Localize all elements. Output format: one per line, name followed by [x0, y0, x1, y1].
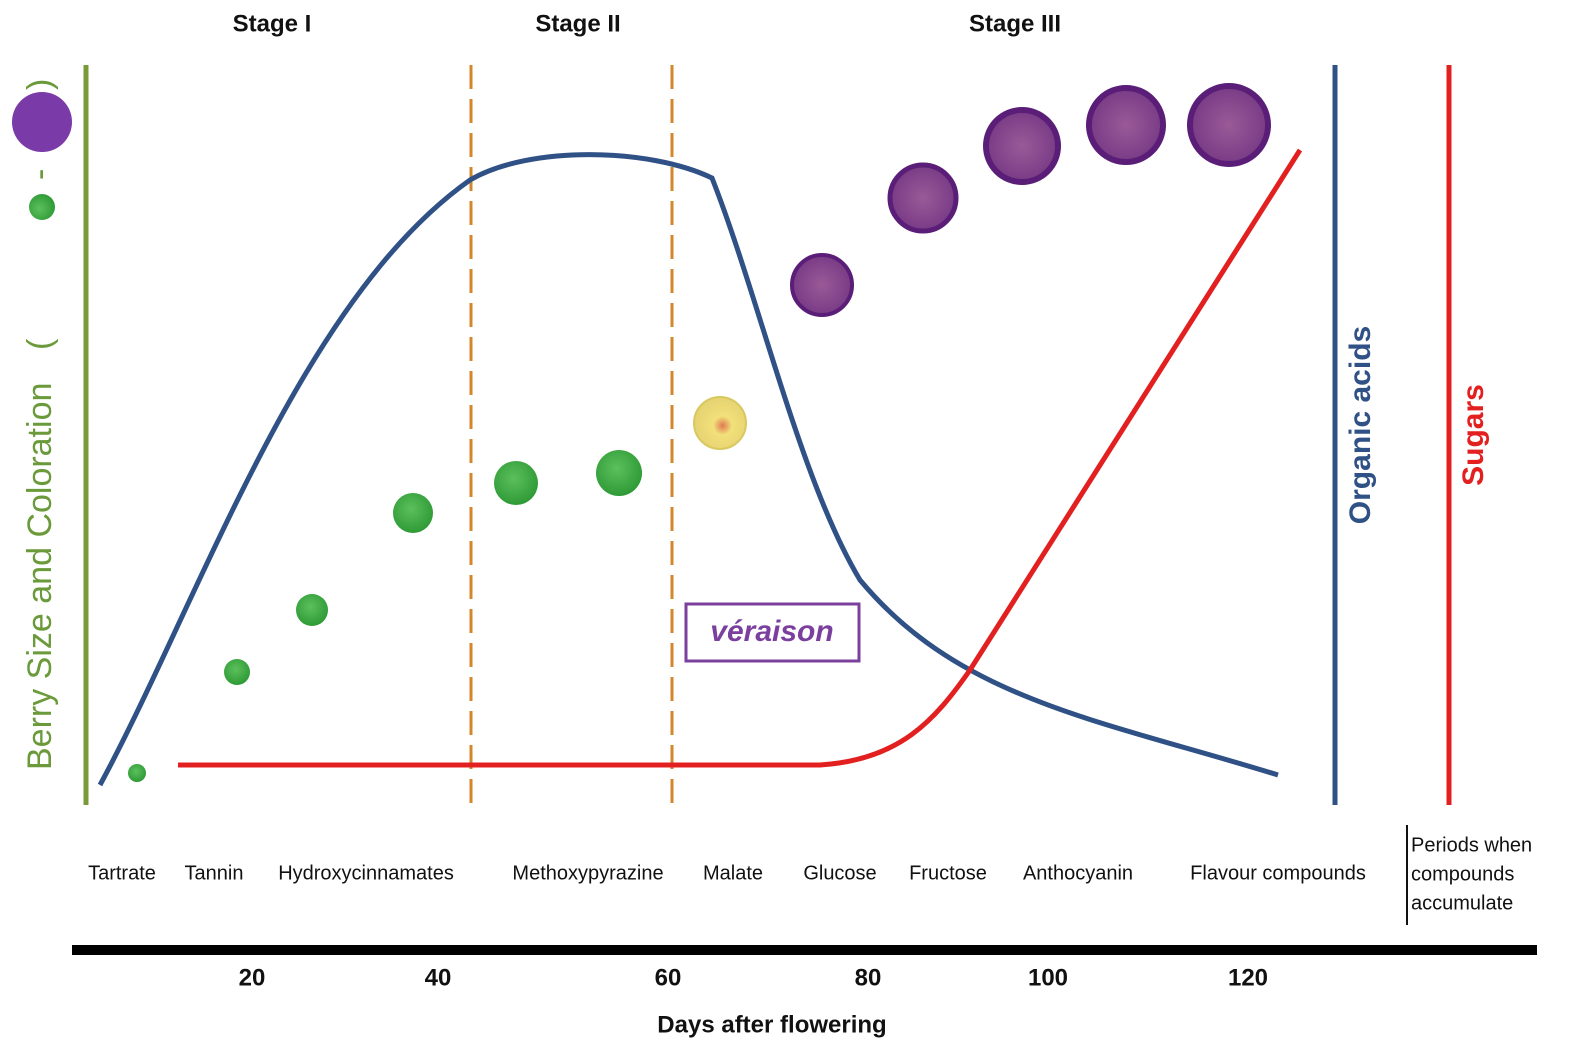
compound-label: Fructose: [909, 862, 987, 884]
note-line: compounds: [1411, 863, 1514, 885]
berry-label-paren: (: [21, 338, 59, 350]
note-line: accumulate: [1411, 892, 1513, 914]
x-tick-label: 100: [1028, 964, 1068, 991]
compounds: Tartrate Tannin Hydroxycinnamates Methoxypy…: [88, 862, 1366, 884]
x-tick-label: 120: [1228, 964, 1268, 991]
berry: [128, 764, 146, 782]
annotation-box: [684, 602, 861, 663]
berry-label-paren: ): [21, 79, 59, 90]
compound-label: Hydroxycinnamates: [278, 862, 454, 884]
compounds-note: Periods when compounds accumulate: [1411, 834, 1532, 914]
legend-green-berry: [29, 194, 55, 220]
berry-label-dash: -: [21, 169, 59, 180]
x-tick-label: 40: [425, 964, 452, 991]
berry-label-text: Berry Size and Coloration: [21, 383, 59, 770]
compound-label: Methoxypyrazine: [512, 862, 663, 884]
berry: [1187, 83, 1271, 167]
compound-label: Flavour compounds: [1190, 862, 1366, 884]
compound-label: Glucose: [803, 862, 876, 884]
stage-label: Stage I: [233, 10, 312, 37]
legend-purple-berry: [12, 92, 72, 152]
x-tick-label: 80: [855, 964, 882, 991]
time-bar: [72, 945, 1537, 955]
annotation: véraison: [710, 615, 833, 648]
x-tick-label: 60: [655, 964, 682, 991]
berry: [296, 594, 328, 626]
stage-label: Stage III: [969, 10, 1061, 37]
berry-label: Berry Size and Coloration ( - ): [12, 79, 72, 770]
x-ticks: 20 40 60 80 100 120: [239, 964, 1268, 991]
sugar-curve: [178, 148, 1303, 768]
sugar-label: Sugars: [1457, 384, 1490, 486]
berries: [128, 83, 1271, 782]
berry: [790, 253, 854, 317]
note-line: Periods when: [1411, 834, 1532, 856]
compound-label: Tannin: [185, 862, 244, 884]
compound-label: Anthocyanin: [1023, 862, 1133, 884]
x-tick-label: 20: [239, 964, 266, 991]
berry: [887, 162, 959, 234]
acid-curve: [97, 152, 1279, 787]
berry: [983, 107, 1061, 185]
berry: [224, 659, 250, 685]
compound-label: Tartrate: [88, 862, 156, 884]
berry: [393, 493, 433, 533]
stage-label: Stage II: [535, 10, 620, 37]
berry: [596, 450, 642, 496]
x-axis-title: Days after flowering: [657, 1011, 886, 1038]
compound-label: Malate: [703, 862, 763, 884]
berry: [693, 396, 747, 450]
acid-label: Organic acids: [1344, 326, 1377, 524]
berry: [494, 461, 538, 505]
berry: [1086, 85, 1166, 165]
